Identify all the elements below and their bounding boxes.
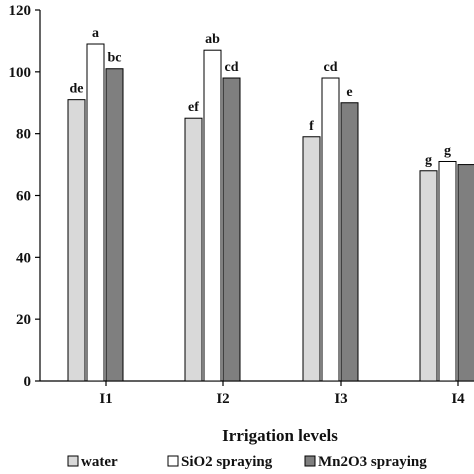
chart-bars (67, 43, 474, 382)
legend-swatch (67, 455, 79, 467)
bar (457, 164, 474, 382)
significance-label: g (425, 153, 432, 168)
y-tick-label: 40 (16, 250, 31, 266)
bar (67, 99, 86, 382)
legend-swatch (167, 455, 179, 467)
y-tick-label: 20 (16, 312, 31, 328)
significance-label: g (444, 143, 451, 158)
significance-label: a (92, 26, 99, 41)
significance-label: ef (188, 100, 199, 115)
y-tick-label: 60 (16, 189, 31, 205)
bar (86, 43, 105, 382)
legend-label: Mn2O3 spraying (318, 454, 427, 470)
significance-label: de (70, 82, 84, 97)
y-tick-label: 0 (24, 374, 32, 390)
legend-swatch (304, 455, 316, 467)
y-tick-label: 100 (9, 65, 32, 81)
x-tick-label: I1 (99, 391, 112, 407)
x-axis-label: Irrigation levels (222, 426, 338, 445)
legend-label: water (81, 454, 118, 470)
bar (222, 77, 241, 382)
y-tick-label: 120 (9, 3, 32, 19)
significance-label: f (309, 119, 314, 134)
legend: water SiO2 spraying Mn2O3 spraying (67, 454, 427, 470)
bar (321, 77, 340, 382)
bar (419, 170, 438, 382)
significance-label: ab (205, 32, 220, 47)
bar (302, 136, 321, 382)
significance-label: cd (225, 60, 239, 75)
significance-label: bc (108, 51, 122, 66)
bar (340, 102, 359, 382)
chart-axes: 0 20 40 60 80 100 120 I1 I2 I3 I4 (9, 3, 474, 407)
bar (184, 117, 203, 382)
significance-label: cd (324, 60, 338, 75)
x-tick-label: I4 (451, 391, 465, 407)
y-tick-label: 80 (16, 127, 31, 143)
x-tick-label: I3 (334, 391, 347, 407)
bar (105, 68, 124, 382)
x-tick-label: I2 (216, 391, 229, 407)
significance-label: e (346, 85, 352, 100)
legend-label: SiO2 spraying (181, 454, 273, 470)
bar (438, 160, 457, 382)
bar (203, 49, 222, 382)
